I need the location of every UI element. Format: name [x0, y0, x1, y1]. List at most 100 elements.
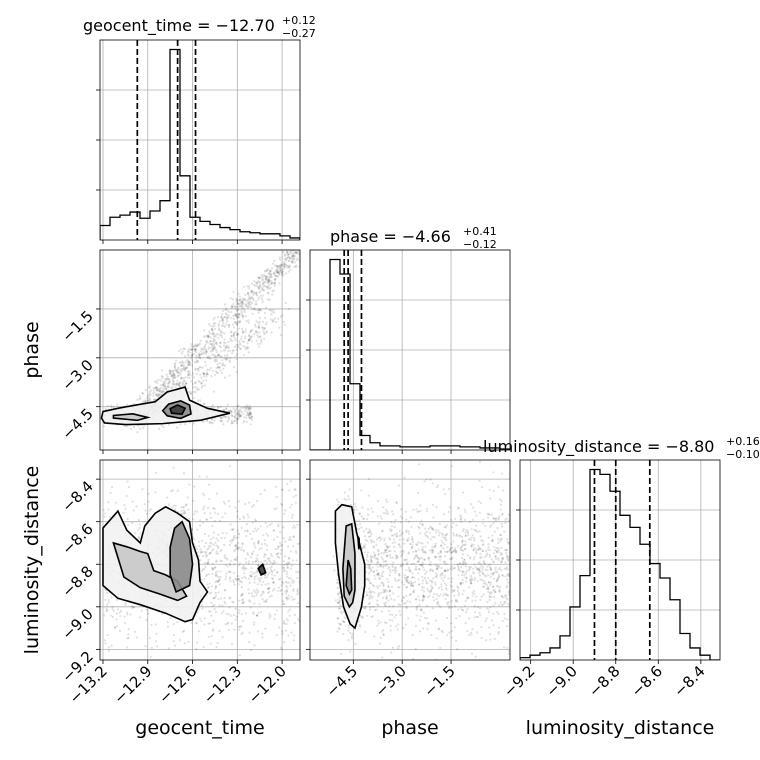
- scatter-point: [238, 628, 241, 631]
- scatter-point: [461, 578, 464, 582]
- scatter-point: [203, 402, 206, 405]
- scatter-point: [212, 567, 215, 571]
- scatter-point: [237, 500, 240, 503]
- title-luminosity-distance-main: luminosity_distance = −8.80: [483, 437, 714, 457]
- scatter-point: [212, 531, 216, 534]
- scatter-point: [208, 592, 211, 595]
- scatter-point: [168, 369, 171, 372]
- scatter-point: [182, 512, 185, 515]
- scatter-point: [370, 561, 373, 564]
- scatter-point: [172, 374, 175, 377]
- scatter-point: [431, 581, 434, 584]
- scatter-point: [270, 282, 273, 285]
- scatter-point: [482, 582, 485, 585]
- scatter-point: [451, 590, 454, 594]
- scatter-point: [236, 332, 239, 336]
- scatter-point: [375, 543, 378, 547]
- scatter-point: [372, 570, 376, 573]
- scatter-point: [200, 569, 204, 572]
- scatter-point: [497, 568, 500, 571]
- scatter-point: [207, 562, 210, 565]
- scatter-point: [476, 580, 479, 583]
- scatter-point: [231, 421, 234, 425]
- scatter-point: [190, 380, 193, 383]
- scatter-point: [286, 575, 289, 578]
- scatter-point: [388, 605, 391, 608]
- scatter-point: [376, 500, 380, 503]
- scatter-point: [294, 549, 297, 553]
- scatter-point: [390, 534, 393, 537]
- scatter-point: [248, 300, 251, 304]
- scatter-point: [422, 563, 425, 566]
- scatter-point: [249, 412, 253, 415]
- scatter-point: [104, 512, 107, 515]
- scatter-point: [239, 580, 243, 583]
- scatter-point: [401, 517, 404, 520]
- scatter-point: [252, 612, 255, 616]
- scatter-point: [263, 274, 267, 278]
- scatter-point: [460, 607, 463, 610]
- scatter-point: [204, 334, 207, 338]
- scatter-point: [436, 567, 439, 570]
- scatter-point: [398, 546, 402, 549]
- scatter-point: [392, 534, 395, 537]
- scatter-point: [294, 526, 297, 529]
- scatter-point: [263, 600, 266, 603]
- scatter-point: [488, 553, 491, 556]
- scatter-point: [286, 562, 290, 565]
- scatter-point: [266, 525, 269, 528]
- scatter-point: [249, 303, 252, 306]
- scatter-point: [467, 534, 470, 537]
- scatter-point: [422, 595, 426, 598]
- scatter-point: [287, 634, 290, 637]
- scatter-point: [252, 291, 255, 294]
- scatter-point: [471, 591, 474, 594]
- scatter-point: [499, 508, 503, 511]
- scatter-point: [399, 613, 402, 616]
- scatter-point: [214, 571, 218, 574]
- scatter-point: [264, 553, 267, 556]
- scatter-point: [282, 621, 285, 624]
- scatter-point: [211, 567, 214, 570]
- scatter-point: [368, 595, 371, 598]
- scatter-point: [280, 488, 284, 492]
- scatter-point: [213, 347, 216, 350]
- scatter-point: [362, 544, 366, 548]
- scatter-point: [410, 546, 413, 549]
- scatter-point: [369, 591, 373, 594]
- scatter-point: [216, 371, 220, 375]
- scatter-point: [219, 341, 222, 344]
- scatter-point: [376, 572, 380, 576]
- scatter-point: [464, 531, 467, 534]
- scatter-point: [375, 608, 378, 611]
- scatter-point: [486, 512, 489, 515]
- scatter-point: [395, 534, 398, 537]
- scatter-point: [270, 594, 273, 597]
- scatter-point: [229, 571, 232, 574]
- scatter-point: [203, 402, 206, 405]
- scatter-point: [250, 575, 253, 578]
- scatter-point: [440, 539, 443, 542]
- scatter-point: [192, 518, 195, 521]
- scatter-point: [500, 595, 504, 598]
- scatter-point: [205, 349, 208, 352]
- scatter-point: [265, 576, 269, 579]
- scatter-point: [286, 619, 290, 622]
- scatter-point: [419, 532, 422, 535]
- scatter-point: [196, 387, 199, 390]
- scatter-point: [179, 381, 182, 384]
- scatter-point: [222, 408, 225, 412]
- scatter-point: [230, 541, 233, 544]
- scatter-point: [278, 545, 281, 548]
- scatter-point: [247, 408, 250, 411]
- scatter-point: [137, 535, 140, 538]
- scatter-point: [456, 563, 459, 566]
- scatter-point: [237, 313, 241, 316]
- scatter-point: [196, 367, 200, 371]
- scatter-point: [165, 387, 168, 391]
- scatter-point: [211, 349, 214, 352]
- scatter-point: [151, 392, 154, 395]
- scatter-point: [202, 645, 205, 649]
- scatter-point: [367, 572, 371, 575]
- scatter-point: [382, 564, 385, 567]
